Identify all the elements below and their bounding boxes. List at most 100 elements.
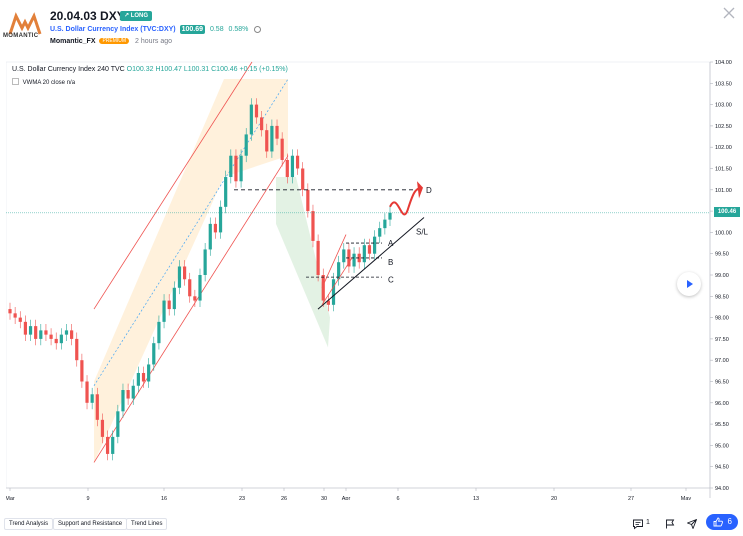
candle-body <box>182 266 187 280</box>
candle-body <box>64 330 69 335</box>
candle-body <box>136 372 140 386</box>
play-icon <box>687 280 693 288</box>
candle-body <box>290 155 295 178</box>
candle-body <box>285 159 289 178</box>
candle-body <box>234 155 238 182</box>
channel-upper-line <box>93 61 253 310</box>
candle-body <box>75 338 79 361</box>
channel-mid-line <box>93 78 289 386</box>
price-tick-label: 94.00 <box>715 486 729 492</box>
price-tick-label: 102.50 <box>715 124 732 130</box>
candle-body <box>239 155 243 182</box>
time-tick-label: 16 <box>161 496 167 500</box>
candle-body <box>301 168 305 190</box>
candle-body <box>218 206 223 233</box>
clock-icon <box>254 25 262 33</box>
price-tick-label: 102.00 <box>715 145 732 151</box>
symbol-link[interactable]: U.S. Dollar Currency Index (TVC:DXY) <box>50 26 176 33</box>
price-tick-label: 95.00 <box>715 443 729 449</box>
share-icon[interactable] <box>686 518 698 530</box>
indicator-legend[interactable]: VWMA 20 close n/a <box>12 78 75 86</box>
annotation-d: D <box>426 186 432 195</box>
ascending-channel-fill <box>94 79 288 463</box>
author-link[interactable]: Momantic_FX <box>50 38 96 45</box>
candle-body <box>131 385 135 399</box>
time-tick-label: 27 <box>628 496 634 500</box>
collapse-icon[interactable] <box>12 78 19 85</box>
price-chart[interactable]: 104.00 103.50 103.00 102.50 102.00 101.50 101.… <box>6 60 743 500</box>
candle-body <box>188 279 192 297</box>
comment-icon[interactable] <box>632 518 644 530</box>
tag-trend-lines[interactable]: Trend Lines <box>126 518 168 530</box>
price-tick-label: 96.50 <box>715 380 729 386</box>
published-time: 2 hours ago <box>135 38 173 45</box>
price-tick-label: 99.50 <box>715 252 729 258</box>
candle-body <box>28 326 33 335</box>
stop-loss-trendline <box>317 217 425 310</box>
price-tick-label: 99.00 <box>715 273 729 279</box>
candle-body <box>152 343 156 365</box>
flag-icon[interactable] <box>664 518 676 530</box>
thumbs-up-icon <box>713 517 723 527</box>
candle-body <box>172 287 176 310</box>
tag-trend-analysis[interactable]: Trend Analysis <box>4 518 54 530</box>
candle-body <box>208 223 212 250</box>
candle-body <box>224 177 228 207</box>
like-button[interactable]: 6 <box>706 514 738 530</box>
candle-body <box>39 330 43 339</box>
annotation-a: A <box>388 239 394 248</box>
projected-path <box>389 186 421 216</box>
candle-body <box>321 275 325 301</box>
price-tick-label: 94.50 <box>715 465 729 471</box>
legend-symbol: U.S. Dollar Currency Index 240 TVC <box>12 66 125 73</box>
candle-body <box>244 134 248 156</box>
candle-body <box>126 390 130 399</box>
projected-path-arrowhead <box>417 181 423 199</box>
time-tick-label: 20 <box>551 496 557 500</box>
flag-upper-line <box>321 234 347 288</box>
candle-body <box>203 249 207 275</box>
premium-badge: PREMIUM <box>99 38 130 44</box>
candle-body <box>34 326 38 339</box>
candle-body <box>167 300 171 310</box>
legend-ohlc: O100.32 H100.47 L100.31 C100.46 +0.15 (+… <box>126 66 288 73</box>
candle-body <box>383 219 387 229</box>
candle-body <box>85 381 89 403</box>
time-tick-label: 9 <box>86 496 89 500</box>
candle-body <box>8 309 12 314</box>
candle-body <box>193 296 197 301</box>
candle-body <box>54 338 58 344</box>
idea-title: 20.04.03 DXY <box>50 9 125 23</box>
candle-body <box>331 279 336 305</box>
candle-body <box>388 212 392 220</box>
symbol-line: U.S. Dollar Currency Index (TVC:DXY) 100… <box>50 25 262 34</box>
candle-body <box>162 300 166 322</box>
channel-lower-line <box>93 155 289 463</box>
annotation-b: B <box>388 258 393 267</box>
candle-body <box>372 236 377 254</box>
candle-body <box>23 321 28 335</box>
price-tick-label: 101.50 <box>715 167 732 173</box>
candle-body <box>70 330 74 339</box>
candle-body <box>306 189 310 212</box>
price-tick-label: 98.50 <box>715 294 729 300</box>
vwma-label: VWMA 20 close n/a <box>22 80 76 86</box>
time-tick-label: 13 <box>473 496 479 500</box>
close-icon[interactable] <box>722 6 736 20</box>
candle-body <box>213 223 218 233</box>
last-price-tag: 100.46 <box>714 207 740 217</box>
tag-support-resistance[interactable]: Support and Resistance <box>53 518 128 530</box>
annotation-c: C <box>388 275 394 284</box>
candle-body <box>90 394 94 403</box>
time-tick-label: 26 <box>281 496 287 500</box>
price-tick-label: 97.00 <box>715 358 729 364</box>
candle-body <box>198 275 202 301</box>
candle-body <box>157 321 161 344</box>
candle-body <box>378 228 382 237</box>
time-tick-label: 6 <box>396 496 399 500</box>
candle-body <box>44 330 48 335</box>
symbol-change: 0.58 <box>209 26 224 33</box>
play-button[interactable] <box>677 272 701 296</box>
logo-text: MOMANTIC <box>3 33 39 39</box>
time-tick-label: May <box>681 496 692 500</box>
